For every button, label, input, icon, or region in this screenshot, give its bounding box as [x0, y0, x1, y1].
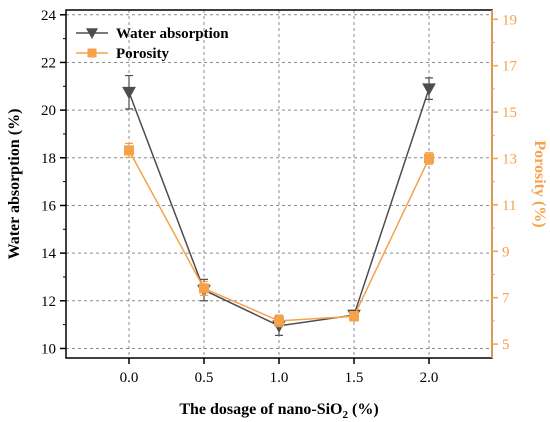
x-tick-label: 0.0 — [120, 370, 139, 386]
x-axis-label: The dosage of nano-SiO2 (%) — [179, 401, 378, 421]
point-porosity — [349, 311, 359, 322]
y-left-tick-label: 20 — [41, 103, 56, 119]
y-left-tick-label: 14 — [41, 246, 57, 262]
point-water-absorption — [422, 83, 436, 96]
y-left-tick-label: 16 — [41, 198, 57, 214]
series-layer — [122, 74, 436, 336]
y-left-tick-label: 22 — [41, 55, 56, 71]
x-tick-label: 1.0 — [270, 370, 289, 386]
y-right-tick-label: 11 — [502, 198, 516, 214]
point-water-absorption — [122, 86, 136, 100]
y-right-tick-label: 7 — [502, 291, 510, 307]
x-tick-label: 1.5 — [345, 370, 364, 386]
series-porosity — [124, 142, 434, 328]
y-right-tick-label: 17 — [502, 59, 518, 75]
line-porosity — [128, 150, 430, 322]
ticks: 0.0 0.5 1.0 1.5 2.0 10 12 14 16 18 20 22 24 5 7 9 11 13 15… — [41, 8, 518, 386]
point-porosity — [424, 153, 434, 164]
point-porosity — [124, 145, 134, 156]
y-axis-right-label: Porosity (%) — [531, 140, 548, 227]
y-axis-left-label: Water absorption (%) — [6, 109, 23, 260]
y-left-tick-label: 10 — [41, 341, 56, 357]
point-porosity — [274, 315, 284, 326]
x-tick-label: 0.5 — [195, 370, 214, 386]
legend-label-porosity: Porosity — [116, 46, 170, 62]
y-right-tick-label: 19 — [502, 12, 517, 28]
legend: Water absorption Porosity — [76, 26, 229, 62]
y-left-tick-label: 18 — [41, 151, 56, 167]
y-right-tick-label: 9 — [502, 244, 510, 260]
legend-marker-porosity — [87, 48, 97, 58]
grid-lines — [66, 10, 492, 358]
y-left-tick-label: 24 — [41, 8, 57, 24]
x-tick-label: 2.0 — [420, 370, 439, 386]
y-left-tick-label: 12 — [41, 294, 56, 310]
y-right-tick-label: 15 — [502, 105, 517, 121]
legend-marker-water-absorption — [86, 28, 98, 39]
point-porosity — [199, 283, 209, 294]
y-right-tick-label: 13 — [502, 151, 517, 167]
legend-label-water-absorption: Water absorption — [116, 26, 229, 42]
y-right-tick-label: 5 — [502, 337, 510, 353]
